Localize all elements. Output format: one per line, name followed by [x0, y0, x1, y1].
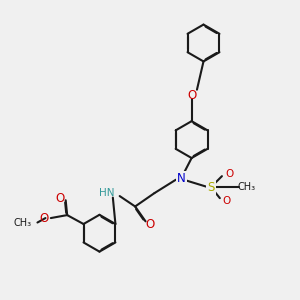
Text: O: O: [40, 212, 49, 225]
Text: O: O: [187, 88, 196, 101]
Text: S: S: [207, 181, 214, 194]
Text: HN: HN: [99, 188, 114, 198]
Text: CH₃: CH₃: [238, 182, 256, 192]
Text: N: N: [177, 172, 186, 185]
Text: O: O: [55, 192, 64, 205]
Text: O: O: [223, 196, 231, 206]
Text: CH₃: CH₃: [14, 218, 32, 227]
Text: O: O: [146, 218, 154, 231]
Text: O: O: [226, 169, 234, 179]
